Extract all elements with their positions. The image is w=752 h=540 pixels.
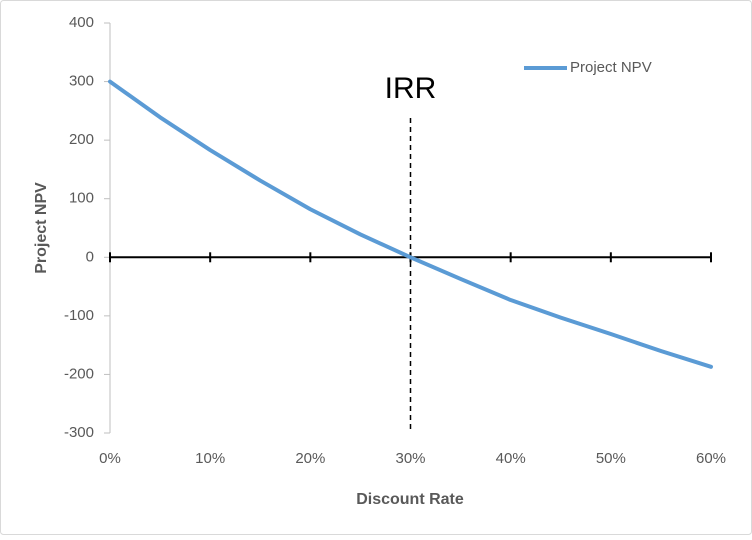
x-tick-label: 0%	[99, 450, 121, 467]
x-tick-label: 40%	[496, 450, 526, 467]
series-line	[108, 79, 713, 369]
legend-label: Project NPV	[570, 59, 652, 76]
y-tick-label: 100	[69, 190, 94, 207]
y-tick-label: -100	[64, 307, 94, 324]
y-tick-label: 200	[69, 131, 94, 148]
x-axis-title: Discount Rate	[356, 491, 464, 508]
y-tick-label: 300	[69, 73, 94, 90]
irr-label: IRR	[385, 72, 437, 105]
y-axis-title: Project NPV	[33, 182, 50, 274]
x-tick-label: 50%	[596, 450, 626, 467]
y-tick-label: 0	[86, 248, 94, 265]
x-tick-label: 60%	[696, 450, 726, 467]
y-tick-label: 400	[69, 14, 94, 31]
y-tick-label: -300	[64, 424, 94, 441]
x-tick-label: 10%	[195, 450, 225, 467]
y-tick-label: -200	[64, 365, 94, 382]
x-tick-label: 30%	[395, 450, 425, 467]
x-tick-label: 20%	[295, 450, 325, 467]
